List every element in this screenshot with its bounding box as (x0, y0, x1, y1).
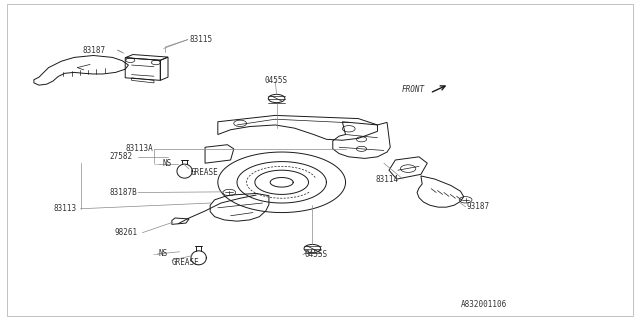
Text: 83187: 83187 (83, 45, 106, 55)
Text: NS: NS (163, 159, 172, 168)
Text: —: — (154, 161, 161, 167)
Text: FRONT: FRONT (402, 85, 425, 94)
Text: 83187B: 83187B (109, 188, 137, 197)
Text: 93187: 93187 (467, 202, 490, 211)
Text: 27582: 27582 (109, 152, 132, 161)
Text: 0455S: 0455S (304, 251, 327, 260)
Text: 83114: 83114 (376, 175, 399, 184)
Text: A832001106: A832001106 (461, 300, 507, 309)
Text: 83113: 83113 (53, 204, 76, 213)
Text: 98261: 98261 (115, 228, 138, 237)
Text: 0455S: 0455S (264, 76, 287, 85)
Text: 83113A: 83113A (125, 144, 153, 153)
Text: —: — (153, 251, 160, 257)
Text: GREASE: GREASE (190, 168, 218, 177)
Text: 83115: 83115 (189, 35, 212, 44)
Text: GREASE: GREASE (172, 259, 200, 268)
Text: NS: NS (159, 250, 168, 259)
